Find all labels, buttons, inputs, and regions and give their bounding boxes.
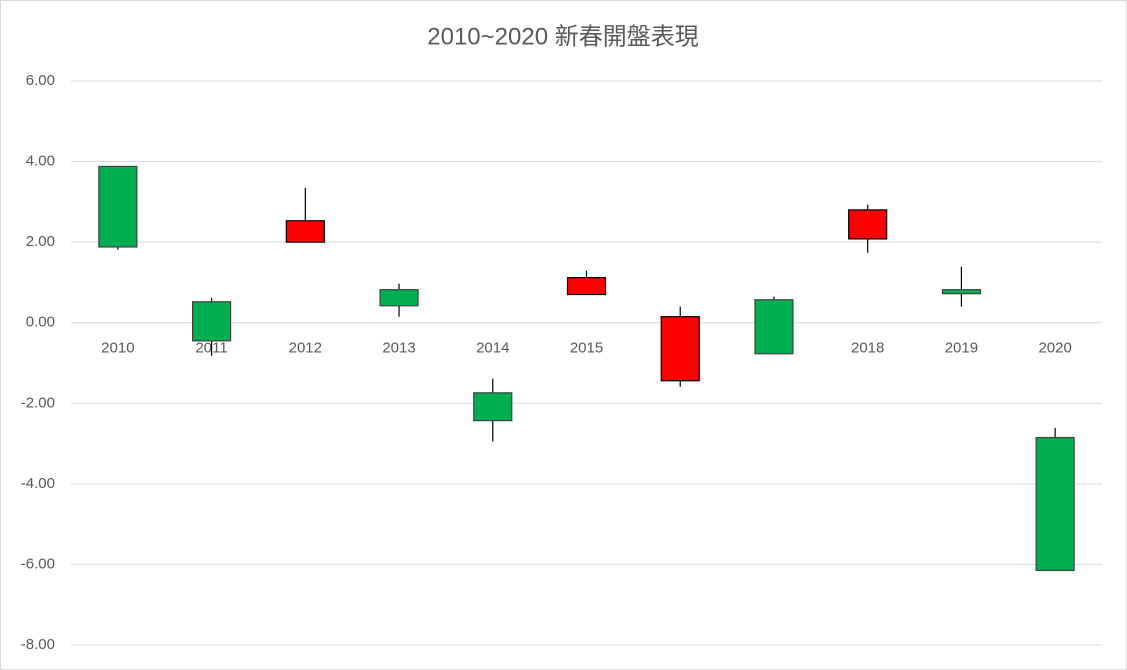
x-tick-label: 2010	[101, 340, 134, 357]
candle-body	[1035, 436, 1075, 572]
x-tick-label: 2020	[1038, 340, 1071, 357]
chart-title: 2010~2020 新春開盤表現	[427, 23, 698, 50]
candle-body	[191, 301, 232, 342]
candle-body	[754, 299, 794, 355]
x-tick-label: 2014	[476, 340, 509, 357]
x-tick-label: 2012	[289, 340, 322, 357]
x-tick-label: 2018	[851, 340, 884, 357]
y-tick-label: 0.00	[26, 314, 55, 331]
candle-body	[285, 220, 325, 243]
candle-body	[941, 289, 982, 295]
y-tick-label: -2.00	[21, 394, 55, 411]
x-tick-label: 2019	[945, 340, 978, 357]
y-tick-label: 2.00	[26, 233, 55, 250]
candle-body	[98, 165, 138, 248]
x-tick-label: 2015	[570, 340, 603, 357]
y-tick-label: 6.00	[26, 72, 55, 89]
y-tick-label: 4.00	[26, 153, 55, 170]
y-tick-label: -4.00	[21, 475, 55, 492]
candle-body	[473, 392, 513, 422]
candle-body	[848, 209, 888, 240]
y-tick-label: -6.00	[21, 555, 55, 572]
candle-body	[566, 276, 607, 296]
x-tick-label: 2013	[382, 340, 415, 357]
candle-body	[660, 316, 700, 382]
candle-body	[379, 289, 419, 307]
y-tick-label: -8.00	[21, 636, 55, 653]
